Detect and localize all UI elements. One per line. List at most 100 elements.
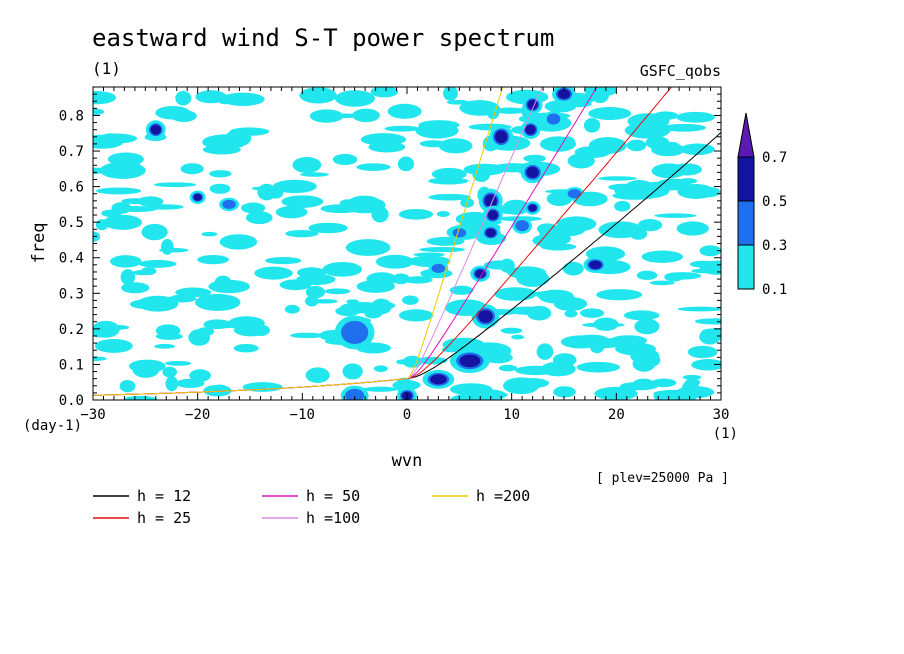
contour-patch <box>634 318 660 335</box>
contour-patch <box>345 388 365 400</box>
contour-patch <box>305 295 319 307</box>
contour-patch <box>430 374 447 385</box>
contour-patch <box>516 270 550 287</box>
dispersion-curve-h200 <box>93 87 504 396</box>
contour-patch <box>392 273 410 285</box>
colorbar-segment <box>737 156 755 202</box>
contour-patch <box>443 87 458 101</box>
x-tick-label: 0 <box>403 407 411 423</box>
contour-patch <box>567 189 582 199</box>
contour-patch <box>487 210 499 221</box>
contour-patch <box>275 205 308 219</box>
contour-patch <box>692 186 721 198</box>
contour-patch <box>557 89 571 100</box>
contour-patch <box>626 139 647 152</box>
contour-patch <box>364 308 383 319</box>
contour-patch <box>636 270 658 281</box>
contour-patch <box>366 301 396 310</box>
contour-patch <box>124 395 158 400</box>
colorbar-label: 0.7 <box>762 150 787 166</box>
contour-patch <box>356 280 396 293</box>
colorbar-segment <box>737 244 755 290</box>
contour-patch <box>201 231 218 237</box>
legend-label: h = 50 <box>306 487 360 505</box>
contour-patch <box>121 198 149 205</box>
contour-patch <box>129 299 164 310</box>
contour-patch <box>691 359 721 371</box>
contour-patch <box>290 332 325 339</box>
legend-label: h = 12 <box>137 487 191 505</box>
heatmap-layer <box>93 87 721 400</box>
contour-patch <box>682 374 702 380</box>
contour-patch <box>556 216 597 232</box>
contour-patch <box>197 254 230 265</box>
contour-patch <box>189 369 211 382</box>
contour-patch <box>654 213 697 218</box>
contour-patch <box>342 363 363 380</box>
contour-patch <box>370 87 399 98</box>
contour-patch <box>103 214 143 230</box>
y-tick-label: 0.2 <box>59 322 84 338</box>
y-axis-label: freq <box>29 223 49 264</box>
x-tick-label: −10 <box>290 407 315 423</box>
contour-patch <box>598 176 638 181</box>
contour-patch <box>356 163 391 171</box>
x-tick-label: 30 <box>713 407 730 423</box>
contour-patch <box>525 124 536 135</box>
contour-patch <box>387 103 422 119</box>
contour-patch <box>511 334 525 340</box>
y-tick-label: 0.5 <box>59 215 84 231</box>
contour-patch <box>362 386 398 392</box>
y-tick-label: 0.8 <box>59 108 84 124</box>
contour-patch <box>228 316 265 331</box>
contour-patch <box>431 263 446 274</box>
contour-patch <box>161 238 174 255</box>
contour-patch <box>175 378 205 388</box>
contour-patch <box>312 299 338 304</box>
contour-patch <box>649 280 675 286</box>
colorbar: 0.1 0.3 0.5 0.7 <box>737 112 787 298</box>
contour-patch <box>194 293 241 311</box>
contour-patch <box>428 193 471 201</box>
contour-patch <box>222 199 236 209</box>
x-tick-label: −20 <box>185 407 210 423</box>
contour-patch <box>141 223 168 241</box>
contour-patch <box>219 234 258 250</box>
x-axis: −30 −20 −10 0 10 20 30 <box>80 87 729 423</box>
colorbar-arrow <box>737 112 755 158</box>
contour-patch <box>210 384 229 396</box>
level-label: [ plev=25000 Pa ] <box>596 471 729 486</box>
contour-patch <box>153 182 197 188</box>
contour-patch <box>498 364 518 372</box>
contour-patch <box>500 327 523 334</box>
y-axis: 0.0 0.1 0.2 0.3 0.4 0.5 0.6 0.7 0.8 <box>59 86 721 409</box>
contour-patch <box>401 295 419 305</box>
contour-patch <box>651 378 677 388</box>
y-unit-label: (day-1) <box>23 418 82 434</box>
contour-patch <box>588 106 632 120</box>
contour-patch <box>583 117 601 133</box>
contour-patch <box>265 256 302 265</box>
contour-patch <box>632 378 655 390</box>
contour-patch <box>677 306 721 312</box>
contour-patch <box>334 90 375 107</box>
contour-patch <box>159 248 189 253</box>
contour-patch <box>245 211 273 225</box>
contour-patch <box>332 153 358 166</box>
contour-patch <box>428 177 469 185</box>
contour-patch <box>528 204 537 212</box>
contour-patch <box>415 122 459 139</box>
contour-patch <box>478 310 493 323</box>
contour-patch <box>141 266 157 276</box>
contour-patch <box>475 269 486 279</box>
contour-patch <box>452 228 467 238</box>
legend: h = 12 h = 25 h = 50 h =100 h =200 <box>93 487 530 527</box>
contour-patch <box>233 343 259 353</box>
contour-patch <box>165 360 192 366</box>
contour-patch <box>398 208 433 220</box>
contour-patch <box>209 170 232 178</box>
contour-patch <box>582 322 625 328</box>
chart-title: eastward wind S-T power spectrum <box>92 24 554 52</box>
legend-label: h = 25 <box>137 509 191 527</box>
plot-area <box>93 87 721 400</box>
